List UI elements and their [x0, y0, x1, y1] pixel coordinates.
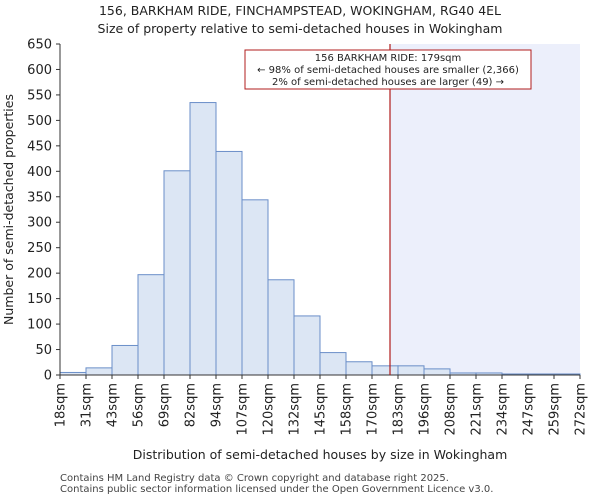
y-tick-label: 550	[27, 88, 52, 103]
x-tick-label: 56sqm	[132, 383, 147, 427]
x-tick-label: 158sqm	[340, 383, 355, 436]
bar	[267, 279, 295, 376]
bar	[137, 274, 165, 376]
x-tick-label: 94sqm	[210, 383, 225, 427]
footer-line-1: Contains HM Land Registry data © Crown c…	[60, 473, 449, 484]
x-tick-label: 259sqm	[548, 383, 563, 436]
y-axis-label: Number of semi-detached properties	[1, 94, 16, 325]
bar	[241, 199, 269, 376]
x-tick-label: 170sqm	[366, 383, 381, 436]
bar	[423, 368, 451, 376]
x-tick-label: 31sqm	[80, 383, 95, 427]
bar	[371, 365, 399, 376]
annotation-line-1: 156 BARKHAM RIDE: 179sqm	[315, 53, 462, 64]
bar	[319, 352, 347, 376]
bar	[163, 170, 191, 376]
x-tick-label: 183sqm	[392, 383, 407, 436]
x-tick-label: 18sqm	[54, 383, 69, 427]
y-tick-label: 200	[27, 267, 52, 282]
y-tick-label: 500	[27, 114, 52, 129]
annotation-line-2: ← 98% of semi-detached houses are smalle…	[257, 65, 519, 76]
footer: Contains HM Land Registry data © Crown c…	[60, 473, 493, 495]
y-tick-label: 450	[27, 139, 52, 154]
bar	[345, 361, 373, 376]
x-tick-label: 43sqm	[106, 383, 121, 427]
x-tick-label: 234sqm	[496, 383, 511, 436]
chart-title: 156, BARKHAM RIDE, FINCHAMPSTEAD, WOKING…	[98, 3, 502, 18]
y-tick-label: 50	[35, 343, 52, 358]
y-tick-label: 600	[27, 63, 52, 78]
y-tick-label: 350	[27, 190, 52, 205]
larger-region-highlight	[390, 44, 580, 375]
x-tick-label: 120sqm	[262, 383, 277, 436]
bar	[397, 365, 425, 376]
y-tick-label: 150	[27, 292, 52, 307]
x-tick-label: 107sqm	[236, 383, 251, 436]
x-tick-label: 208sqm	[444, 383, 459, 436]
bar	[293, 315, 321, 376]
x-tick-label: 145sqm	[314, 383, 329, 436]
x-tick-label: 272sqm	[574, 383, 589, 436]
x-tick-label: 82sqm	[184, 383, 199, 427]
y-tick-label: 100	[27, 318, 52, 333]
chart-subtitle: Size of property relative to semi-detach…	[97, 21, 503, 36]
x-axis-label: Distribution of semi-detached houses by …	[133, 447, 508, 462]
y-tick-label: 300	[27, 216, 52, 231]
annotation-box	[244, 49, 532, 90]
annotation-line-3: 2% of semi-detached houses are larger (4…	[272, 77, 504, 88]
y-tick-label: 650	[27, 38, 52, 53]
x-tick-label: 221sqm	[470, 383, 485, 436]
bar	[85, 367, 113, 376]
bar	[215, 150, 243, 376]
y-tick-label: 400	[27, 165, 52, 180]
bar	[111, 344, 139, 376]
chart-header: 156, BARKHAM RIDE, FINCHAMPSTEAD, WOKING…	[0, 2, 600, 38]
y-tick-label: 0	[44, 369, 52, 384]
x-tick-label: 196sqm	[418, 383, 433, 436]
x-tick-label: 132sqm	[288, 383, 303, 436]
x-tick-label: 247sqm	[522, 383, 537, 436]
x-tick-label: 69sqm	[158, 383, 173, 427]
bar	[189, 102, 217, 376]
y-tick-label: 250	[27, 241, 52, 256]
footer-line-2: Contains public sector information licen…	[60, 484, 494, 495]
